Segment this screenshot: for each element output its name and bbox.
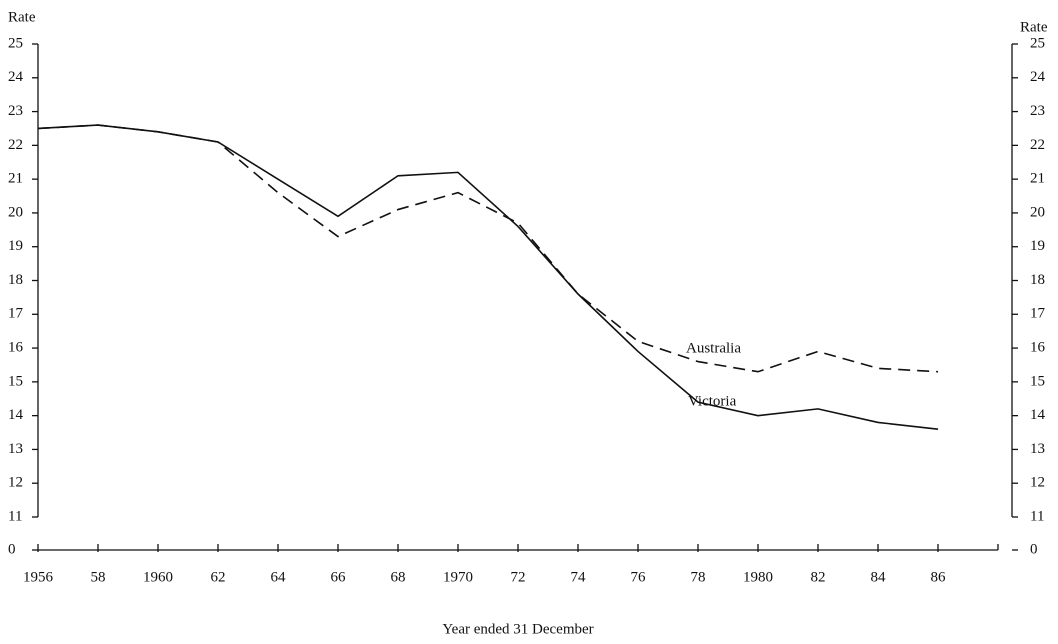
x-tick-label: 86 [931, 569, 947, 585]
series-label: Victoria [688, 393, 737, 409]
y2-tick-label: 19 [1030, 238, 1045, 254]
x-tick-label: 1960 [143, 569, 173, 585]
y-tick-label: 24 [8, 69, 24, 85]
x-tick-label: 64 [271, 569, 287, 585]
y2-tick-label: 23 [1030, 103, 1045, 119]
y2-tick-label: 11 [1030, 508, 1044, 524]
y-tick-label: 22 [8, 137, 23, 153]
x-tick-label: 68 [391, 569, 406, 585]
y-tick-label: 13 [8, 441, 23, 457]
x-axis-label: Year ended 31 December [442, 621, 593, 637]
y2-tick-label: 14 [1030, 407, 1046, 423]
y-tick-label: 19 [8, 238, 23, 254]
y-tick-label: 17 [8, 306, 24, 322]
y-tick-label: 15 [8, 373, 23, 389]
x-tick-label: 78 [691, 569, 706, 585]
y2-tick-label: 25 [1030, 35, 1045, 51]
x-tick-label: 58 [91, 569, 106, 585]
x-tick-label: 76 [631, 569, 647, 585]
y2-tick-label: 16 [1030, 340, 1046, 356]
x-tick-label: 84 [871, 569, 887, 585]
series-line [37, 124, 939, 430]
y-tick-label: 18 [8, 272, 23, 288]
y2-axis-label: Rate [1020, 19, 1048, 35]
series-line [37, 124, 939, 373]
y2-tick-label: 20 [1030, 204, 1045, 220]
y-tick-label: 14 [8, 407, 24, 423]
x-tick-label: 62 [211, 569, 226, 585]
y-tick-label: 12 [8, 475, 23, 491]
series-label: Australia [686, 340, 741, 356]
y2-tick-label: 0 [1030, 541, 1038, 557]
y2-tick-label: 15 [1030, 373, 1045, 389]
y2-tick-label: 13 [1030, 441, 1045, 457]
x-tick-label: 66 [331, 569, 347, 585]
y-tick-label: 21 [8, 171, 23, 187]
y2-tick-label: 17 [1030, 306, 1046, 322]
x-tick-label: 1970 [443, 569, 473, 585]
y-tick-label: 20 [8, 204, 23, 220]
y-tick-label: 11 [8, 508, 22, 524]
x-tick-label: 74 [571, 569, 587, 585]
y2-tick-label: 12 [1030, 475, 1045, 491]
x-tick-label: 1956 [23, 569, 54, 585]
y2-tick-label: 24 [1030, 69, 1046, 85]
y-axis-label: Rate [8, 9, 36, 25]
y-tick-label: 16 [8, 340, 24, 356]
y2-tick-label: 18 [1030, 272, 1045, 288]
y-tick-label: 25 [8, 35, 23, 51]
y-tick-label: 23 [8, 103, 23, 119]
y2-tick-label: 21 [1030, 171, 1045, 187]
y-tick-label: 0 [8, 541, 16, 557]
y2-tick-label: 22 [1030, 137, 1045, 153]
x-tick-label: 82 [811, 569, 826, 585]
x-tick-label: 72 [511, 569, 526, 585]
x-tick-label: 1980 [743, 569, 773, 585]
